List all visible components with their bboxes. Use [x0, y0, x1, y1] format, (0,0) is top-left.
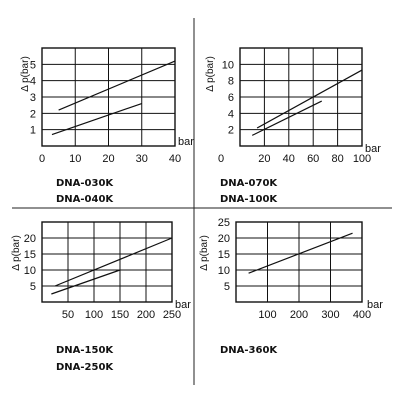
model-label: DNA-250K: [56, 362, 114, 373]
series-line-1: [54, 237, 173, 287]
y-tick-label: 10: [222, 59, 234, 71]
x-axis-unit-label: bar: [367, 299, 383, 311]
model-label: DNA-360K: [220, 345, 278, 356]
chart-panel-4: 100 200 300 400 5 10 15 20 25 Δ p(bar) bar DNA-360K: [199, 217, 383, 356]
y-tick-label: 4: [30, 76, 36, 88]
y-tick-label: 15: [24, 249, 36, 261]
x-tick-label: 30: [136, 153, 148, 165]
y-tick-label: 6: [228, 92, 234, 104]
x-tick-label: 200: [137, 309, 155, 321]
model-label: DNA-070K: [220, 178, 278, 189]
y-axis-label: Δ p(bar): [20, 56, 31, 92]
x-tick-label: 60: [307, 153, 319, 165]
y-tick-label: 20: [24, 233, 36, 245]
x-axis-unit-label: bar: [175, 299, 191, 311]
series-line-1: [256, 69, 363, 129]
series-line-1: [58, 60, 176, 111]
y-tick-label: 10: [218, 265, 230, 277]
x-axis-unit-label: bar: [178, 136, 194, 148]
y-axis-label: Δ p(bar): [199, 235, 210, 271]
y-tick-label: 2: [228, 125, 234, 137]
x-tick-label: 400: [353, 309, 371, 321]
x-tick-label: 100: [85, 309, 103, 321]
y-axis-label: Δ p(bar): [11, 235, 22, 271]
x-axis-unit-label: bar: [365, 143, 381, 155]
series-line-2: [51, 269, 121, 295]
x-tick-label: 80: [331, 153, 343, 165]
x-tick-label: 20: [102, 153, 114, 165]
series-line-2: [51, 102, 142, 136]
x-tick-label: 300: [321, 309, 339, 321]
y-tick-label: 8: [228, 76, 234, 88]
x-tick-label: 100: [258, 309, 276, 321]
y-tick-label: 5: [30, 59, 36, 71]
y-axis-label: Δ p(bar): [205, 56, 216, 92]
y-tick-label: 4: [228, 108, 234, 120]
y-tick-label: 10: [24, 265, 36, 277]
y-tick-label: 3: [30, 92, 36, 104]
chart-panel-1: 0 10 20 30 40 1 2 3 4 5Δ p(bar) bar DNA-030K DNA-040…: [20, 47, 194, 205]
x-tick-label: 250: [163, 309, 181, 321]
x-tick-label: 40: [283, 153, 295, 165]
x-tick-label: 100: [353, 153, 371, 165]
x-tick-label: 0: [39, 153, 45, 165]
series-line-1: [248, 232, 353, 274]
y-tick-label: 5: [30, 281, 36, 293]
y-tick-label: 25: [218, 217, 230, 229]
x-tick-label: 200: [290, 309, 308, 321]
y-tick-label: 1: [30, 125, 36, 137]
model-label: DNA-030K: [56, 178, 114, 189]
x-tick-label: 10: [69, 153, 81, 165]
model-label: DNA-040K: [56, 194, 114, 205]
y-tick-label: 15: [218, 249, 230, 261]
plot-frame: [41, 221, 173, 303]
series-line-2: [251, 100, 323, 136]
y-tick-label: 20: [218, 233, 230, 245]
y-tick-label: 5: [224, 281, 230, 293]
x-tick-label: 0: [218, 153, 224, 165]
chart-panel-2: 20 40 60 80 100 0 2 4 6 8 10 Δ p(bar) bar DNA-070K DNA…: [205, 47, 381, 205]
x-tick-label: 20: [258, 153, 270, 165]
model-label: DNA-100K: [220, 194, 278, 205]
chart-panel-3: 50 100 150 200 250 5 10 15 20Δ p(bar) bar DNA-150K…: [11, 221, 191, 373]
x-tick-label: 40: [169, 153, 181, 165]
x-tick-label: 50: [62, 309, 74, 321]
y-tick-label: 2: [30, 108, 36, 120]
model-label: DNA-150K: [56, 345, 114, 356]
x-tick-label: 150: [111, 309, 129, 321]
